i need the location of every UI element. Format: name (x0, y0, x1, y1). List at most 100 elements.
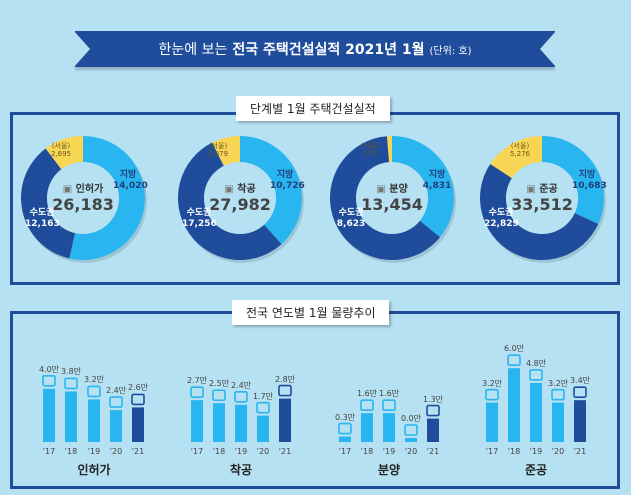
year-tick-label: '18 (64, 447, 78, 456)
bar-value-label: 2.8만 (274, 374, 296, 384)
label-local-name: 지방 (276, 170, 294, 180)
label-seoul-value: 5,276 (509, 150, 531, 158)
bar-value-label: 3.8만 (60, 367, 82, 377)
bar-icon (338, 422, 352, 435)
bar-icon (42, 374, 56, 387)
bar-group-title: 착공 (229, 463, 253, 477)
year-tick-label: '17 (190, 447, 204, 456)
label-capital-name: 수도권 (338, 208, 364, 218)
label-capital-name: 수도권 (186, 208, 212, 218)
bar (405, 438, 417, 442)
bar-icon (278, 384, 292, 397)
bar (88, 399, 100, 442)
label-seoul-name: (서울) (208, 142, 228, 150)
stage-panel-title: 단계별 1월 주택건설실적 (236, 96, 390, 121)
label-seoul: (서울) 2,079 (206, 142, 230, 158)
donut-center: ▣ 착공 27,982 (204, 180, 276, 214)
bar-icon (131, 393, 145, 406)
donut-center: ▣ 준공 33,512 (506, 180, 578, 214)
year-tick-label: '20 (109, 447, 123, 456)
bar-icon (426, 404, 440, 417)
donut-segment-seoul (386, 136, 392, 163)
donut-segment-seoul (490, 136, 542, 179)
bar-value-label: 1.3만 (422, 394, 444, 404)
bar-icon (404, 424, 418, 436)
bar (132, 407, 144, 442)
title-banner: 한눈에 보는 전국 주택건설실적 2021년 1월 (단위: 호) (74, 31, 556, 67)
label-capital-value: 8,623 (336, 219, 366, 229)
year-tick-label: '21 (278, 447, 292, 456)
bar-icon (360, 399, 374, 412)
year-tick-label: '21 (131, 447, 145, 456)
year-tick-label: '19 (382, 447, 396, 456)
label-local: 지방 10,683 (572, 170, 607, 192)
bar-icon (507, 354, 521, 367)
title-bold: 전국 주택건설실적 2021년 1월 (232, 42, 425, 58)
donut-segment-capital (177, 142, 282, 260)
label-capital: 수도권 8,623 (334, 208, 368, 230)
donut-total: 33,512 (511, 195, 573, 214)
label-seoul: (서울) 173 (358, 142, 382, 158)
donut-segment-seoul (45, 136, 83, 170)
bar-icon (551, 388, 565, 401)
year-tick-label: '18 (212, 447, 226, 456)
donut-total: 26,183 (52, 195, 114, 214)
bar-icon (485, 388, 499, 401)
unit-label: (단위: 호) (429, 45, 472, 57)
donut-hole (204, 162, 276, 234)
label-seoul: (서울) 2,695 (49, 142, 73, 158)
title-light: 한눈에 보는 (158, 42, 228, 58)
donut-segment-local (69, 136, 146, 260)
year-tick-label: '17 (42, 447, 56, 456)
bar-value-label: 1.6만 (356, 389, 378, 399)
bar-icon (109, 396, 123, 408)
label-local-value: 10,726 (270, 181, 305, 191)
bar-group-title: 인허가 (77, 463, 111, 477)
bar-value-label: 4.8만 (525, 358, 547, 368)
crane-icon: ▣ (224, 184, 238, 195)
bar-icon (256, 401, 270, 414)
donut-segment-seoul (212, 136, 240, 166)
donut-segment-capital (479, 163, 599, 261)
donut-hole (506, 162, 578, 234)
bar-value-label: 1.6만 (378, 389, 400, 399)
bar-value-label: 3.2만 (83, 375, 105, 385)
label-capital-value: 17,256 (182, 219, 217, 229)
donut-name: 인허가 (75, 184, 104, 195)
bar (257, 415, 269, 442)
year-tick-label: '20 (404, 447, 418, 456)
label-local-value: 4,831 (422, 181, 452, 191)
donut-center-name: ▣ 인허가 (47, 180, 119, 195)
bar-value-label: 2.4만 (230, 380, 252, 390)
donut-center: ▣ 분양 13,454 (356, 180, 428, 214)
donut-total: 13,454 (361, 195, 423, 214)
bar-icon (573, 386, 587, 398)
bar (530, 382, 542, 442)
year-tick-label: '19 (87, 447, 101, 456)
label-seoul-value: 2,695 (50, 150, 72, 158)
bar (486, 402, 498, 442)
bar (110, 410, 122, 442)
bar (508, 368, 520, 442)
bar-value-label: 4.0만 (38, 364, 60, 374)
bar (339, 436, 351, 442)
label-capital-name: 수도권 (29, 208, 55, 218)
bar-value-label: 0.0만 (400, 414, 422, 423)
document-pen-icon: ▣ (62, 184, 76, 195)
donut-segment-local (392, 136, 454, 238)
bar-group-title: 준공 (524, 463, 548, 477)
year-tick-label: '19 (529, 447, 543, 456)
bar-value-label: 6.0만 (503, 344, 525, 354)
bar (191, 400, 203, 442)
donut-center-name: ▣ 분양 (356, 180, 428, 195)
label-seoul-name: (서울) (360, 142, 380, 150)
bar (383, 413, 395, 442)
donut-center-name: ▣ 준공 (506, 180, 578, 195)
donut-name: 착공 (237, 184, 256, 195)
bar-icon (64, 377, 78, 390)
bar-value-label: 2.5만 (208, 379, 230, 389)
bar-value-label: 0.3만 (334, 412, 356, 422)
label-capital-value: 12,163 (25, 219, 60, 229)
donut-total: 27,982 (209, 195, 271, 214)
